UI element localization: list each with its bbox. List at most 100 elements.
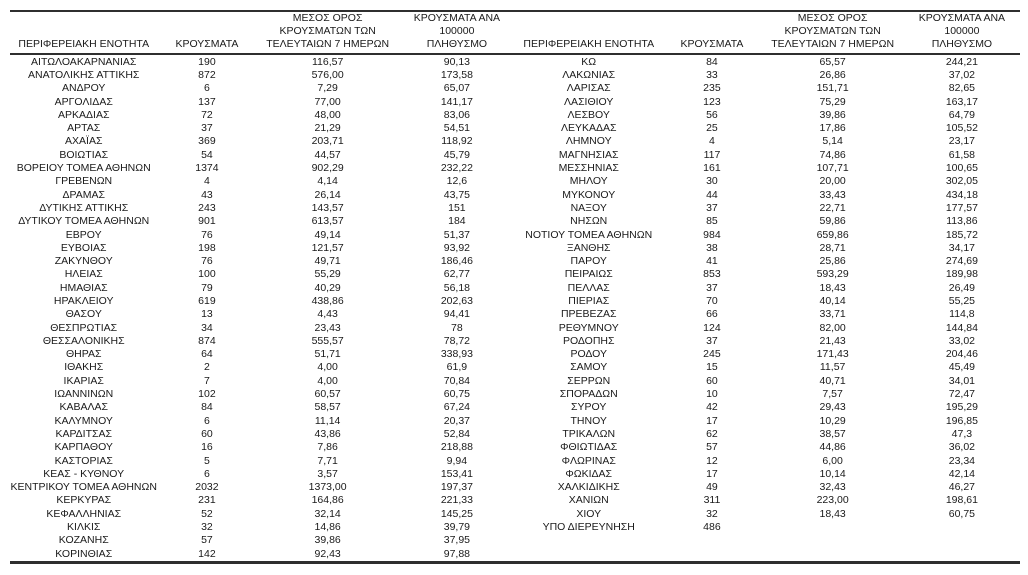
cell-cases: 2032 (195, 481, 219, 494)
cell-cases: 6 (204, 414, 210, 427)
cell-region: ΦΛΩΡΙΝΑΣ (561, 454, 616, 467)
cell-cases: 901 (198, 215, 216, 228)
cell-cases: 54 (201, 148, 213, 161)
cell-cases: 16 (201, 441, 213, 454)
table-row: ΑΧΑΪΑΣ 369 203,71 118,92 (10, 135, 515, 148)
cell-7day-average: 7,29 (317, 82, 338, 95)
cell-cases: 872 (198, 68, 216, 81)
column-header: ΠΕΡΙΦΕΡΕΙΑΚΗ ΕΝΟΤΗΤΑ (18, 38, 150, 50)
cell-per-100000: 145,25 (440, 507, 473, 520)
cell-per-100000: 37,95 (443, 534, 471, 547)
table-row: ΡΕΘΥΜΝΟΥ 124 82,00 144,84 (515, 321, 1020, 334)
cell-region: ΦΘΙΩΤΙΔΑΣ (560, 441, 618, 454)
table-row: ΡΟΔΟΥ 245 171,43 204,46 (515, 348, 1020, 361)
cell-region: ΤΗΝΟΥ (570, 414, 607, 427)
cell-per-100000: 186,46 (440, 255, 473, 268)
cell-region: ΚΑΛΥΜΝΟΥ (54, 414, 113, 427)
cell-7day-average: 18,43 (819, 507, 846, 520)
cell-cases: 44 (706, 188, 718, 201)
cell-region: ΣΠΟΡΑΔΩΝ (559, 388, 618, 401)
cell-region: ΡΕΘΥΜΝΟΥ (558, 321, 619, 334)
cell-7day-average: 4,43 (317, 308, 338, 321)
cell-per-100000: 434,18 (945, 188, 978, 201)
cell-per-100000: 195,29 (945, 401, 978, 414)
cell-cases: 60 (706, 374, 718, 387)
cell-cases: 57 (706, 441, 718, 454)
cell-cases: 64 (201, 348, 213, 361)
cell-per-100000: 67,24 (443, 401, 471, 414)
cell-cases: 76 (201, 228, 213, 241)
cell-7day-average: 51,71 (314, 348, 341, 361)
cell-region: ΚΕΡΚΥΡΑΣ (56, 494, 112, 507)
cell-7day-average: 3,57 (317, 467, 338, 480)
cell-7day-average: 11,57 (819, 361, 846, 374)
cell-region: ΛΑΚΩΝΙΑΣ (562, 68, 616, 81)
table-row: ΗΡΑΚΛΕΙΟΥ 619 438,86 202,63 (10, 294, 515, 307)
cell-region: ΚΕΦΑΛΛΗΝΙΑΣ (46, 507, 122, 520)
cell-per-100000: 218,88 (440, 441, 473, 454)
cell-7day-average: 4,14 (317, 175, 338, 188)
cell-7day-average: 40,29 (314, 281, 341, 294)
cell-7day-average: 77,00 (314, 95, 341, 108)
cell-cases: 38 (706, 241, 718, 254)
cell-cases: 42 (706, 401, 718, 414)
cell-cases: 619 (198, 294, 216, 307)
cell-7day-average: 49,71 (314, 255, 341, 268)
cell-cases: 6 (204, 467, 210, 480)
cell-region: ΚΙΛΚΙΣ (67, 521, 101, 534)
cell-7day-average: 65,57 (819, 55, 846, 68)
table-row: ΛΑΡΙΣΑΣ 235 151,71 82,65 (515, 82, 1020, 95)
table-row: ΚΑΒΑΛΑΣ 84 58,57 67,24 (10, 401, 515, 414)
cell-region: ΡΟΔΟΠΗΣ (562, 334, 615, 347)
table-row: ΧΑΛΚΙΔΙΚΗΣ 49 32,43 46,27 (515, 481, 1020, 494)
table-row: ΘΑΣΟΥ 13 4,43 94,41 (10, 308, 515, 321)
cell-cases: 874 (198, 334, 216, 347)
table-row: ΚΑΣΤΟΡΙΑΣ 5 7,71 9,94 (10, 454, 515, 467)
cell-per-100000: 189,98 (945, 268, 978, 281)
cell-region: ΞΑΝΘΗΣ (566, 241, 611, 254)
table-row: ΑΝΑΤΟΛΙΚΗΣ ΑΤΤΙΚΗΣ 872 576,00 173,58 (10, 68, 515, 81)
cell-7day-average: 23,43 (314, 321, 341, 334)
cell-7day-average: 21,29 (314, 122, 341, 135)
cell-cases: 17 (706, 414, 718, 427)
cell-region: ΚΟΖΑΝΗΣ (58, 534, 109, 547)
cell-per-100000: 34,01 (948, 374, 976, 387)
cell-cases: 85 (706, 215, 718, 228)
regional-cases-table-left: ΠΕΡΙΦΕΡΕΙΑΚΗ ΕΝΟΤΗΤΑ ΚΡΟΥΣΜΑΤΑ ΜΕΣΟΣ ΟΡΟΣ … (10, 12, 515, 561)
cell-cases: 79 (201, 281, 213, 294)
cell-region: ΚΩ (581, 55, 597, 68)
cell-per-100000: 42,14 (948, 467, 976, 480)
cell-region: ΣΕΡΡΩΝ (567, 374, 611, 387)
column-header: ΜΕΣΟΣ ΟΡΟΣ ΚΡΟΥΣΜΑΤΩΝ ΤΩΝ ΤΕΛΕΥΤΑΙΩΝ 7 Η… (771, 12, 895, 50)
cell-per-100000: 114,8 (949, 308, 975, 321)
cell-7day-average: 10,14 (819, 467, 846, 480)
cell-per-100000: 82,65 (948, 82, 976, 95)
cell-cases: 32 (201, 521, 213, 534)
table-row: ΚΑΡΔΙΤΣΑΣ 60 43,86 52,84 (10, 427, 515, 440)
cell-cases: 41 (706, 255, 718, 268)
cell-per-100000: 78,72 (443, 334, 471, 347)
cell-7day-average: 593,29 (816, 268, 849, 281)
cell-per-100000: 118,92 (441, 135, 473, 148)
cell-cases: 161 (703, 162, 721, 175)
cell-per-100000: 100,65 (945, 162, 978, 175)
cell-7day-average: 33,71 (819, 308, 846, 321)
cell-cases: 1374 (195, 162, 219, 175)
cell-region: ΠΕΛΛΑΣ (567, 281, 610, 294)
cell-per-100000: 302,05 (945, 175, 978, 188)
table-row: ΝΑΞΟΥ 37 22,71 177,57 (515, 201, 1020, 214)
table-row: ΔΡΑΜΑΣ 43 26,14 43,75 (10, 188, 515, 201)
cell-per-100000: 185,72 (945, 228, 978, 241)
table-row: ΚΕΦΑΛΛΗΝΙΑΣ 52 32,14 145,25 (10, 507, 515, 520)
cell-per-100000: 72,47 (948, 388, 976, 401)
cell-region: ΔΡΑΜΑΣ (62, 188, 105, 201)
table-row: ΠΙΕΡΙΑΣ 70 40,14 55,25 (515, 294, 1020, 307)
table-row: ΝΗΣΩΝ 85 59,86 113,86 (515, 215, 1020, 228)
cell-cases: 4 (204, 175, 210, 188)
cell-7day-average: 32,43 (819, 481, 846, 494)
cell-region: ΚΟΡΙΝΘΙΑΣ (55, 547, 113, 560)
cell-per-100000: 144,84 (945, 321, 978, 334)
cell-region: ΔΥΤΙΚΗΣ ΑΤΤΙΚΗΣ (39, 201, 129, 214)
cell-7day-average: 39,86 (819, 108, 846, 121)
cell-7day-average: 33,43 (819, 188, 846, 201)
